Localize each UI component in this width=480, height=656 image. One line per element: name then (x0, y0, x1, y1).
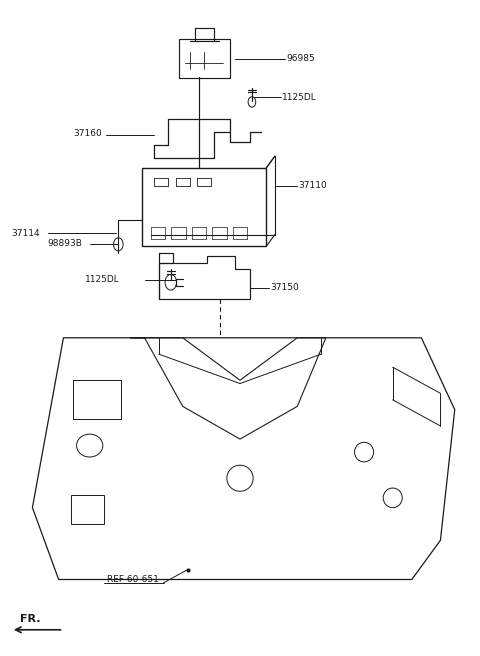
Text: REF 60-651: REF 60-651 (107, 575, 158, 584)
Text: 96985: 96985 (287, 54, 315, 64)
Text: 98893B: 98893B (48, 239, 83, 247)
Bar (142, 168, 266, 247)
Bar (71, 495, 104, 524)
Text: 37114: 37114 (11, 229, 39, 237)
Text: 37160: 37160 (73, 129, 102, 138)
Text: FR.: FR. (21, 613, 41, 624)
Text: 1125DL: 1125DL (85, 274, 120, 283)
Text: 37150: 37150 (270, 283, 299, 292)
Text: 37110: 37110 (299, 181, 327, 190)
Text: 1125DL: 1125DL (282, 93, 317, 102)
